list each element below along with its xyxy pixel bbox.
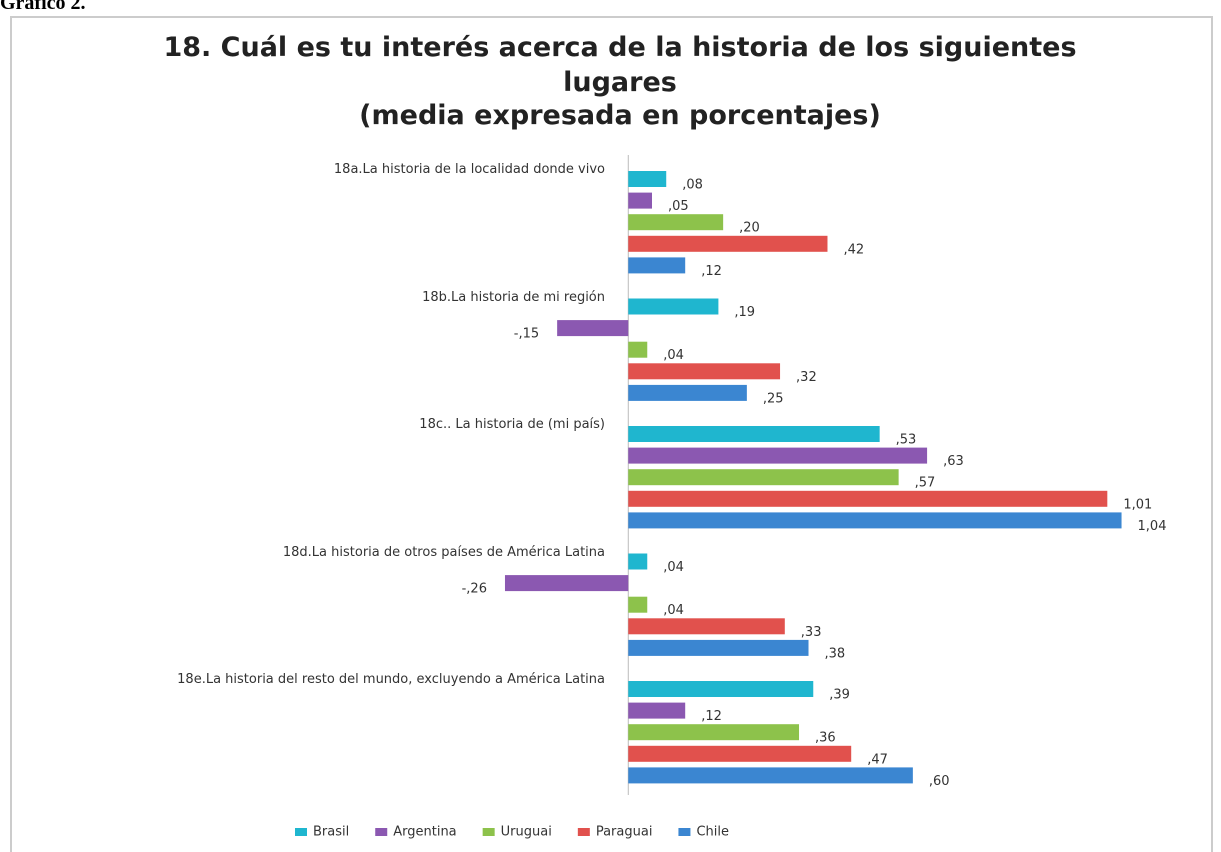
value-label: ,04 <box>663 603 684 618</box>
bar <box>628 171 667 187</box>
legend-swatch <box>375 828 388 836</box>
legend-swatch <box>482 828 495 836</box>
value-label: 1,04 <box>1138 519 1167 534</box>
category-label: 18e.La historia del resto del mundo, exc… <box>177 672 605 687</box>
value-label: ,57 <box>915 476 936 491</box>
bar <box>628 745 852 762</box>
value-label: ,39 <box>829 688 850 703</box>
bar <box>628 235 828 252</box>
bar <box>628 490 1108 507</box>
category-label: 18b.La historia de mi región <box>422 289 605 305</box>
value-label: ,36 <box>815 731 836 746</box>
value-label: ,12 <box>701 709 722 724</box>
value-label: ,63 <box>943 454 964 469</box>
bar <box>628 681 814 697</box>
legend-label: Brasil <box>313 825 349 840</box>
value-label: ,08 <box>682 178 703 193</box>
value-label: ,42 <box>843 242 864 257</box>
value-label: ,19 <box>734 305 755 320</box>
chart-subtitle: (media expresada en porcentajes) <box>359 100 881 131</box>
bar <box>628 363 781 380</box>
bar <box>628 447 928 464</box>
bar <box>628 512 1122 529</box>
bar <box>628 618 785 635</box>
value-label: -,26 <box>462 582 487 597</box>
value-label: ,20 <box>739 221 760 236</box>
value-label: ,12 <box>701 264 722 279</box>
value-label: ,05 <box>668 199 689 214</box>
value-label: 1,01 <box>1123 497 1152 512</box>
legend-label: Paraguai <box>596 825 653 840</box>
value-label: ,53 <box>896 433 917 448</box>
legend-label: Chile <box>696 825 729 840</box>
value-label: ,04 <box>663 348 684 363</box>
bar <box>628 702 686 719</box>
legend-label: Uruguai <box>501 825 552 840</box>
legend-swatch <box>295 828 307 836</box>
value-label: ,32 <box>796 370 817 385</box>
legend-label: Argentina <box>393 825 456 840</box>
bar <box>628 767 913 784</box>
category-label: 18a.La historia de la localidad donde vi… <box>333 162 605 177</box>
bar <box>628 553 648 570</box>
bar <box>628 426 880 442</box>
bar <box>628 298 719 315</box>
bar <box>628 214 724 231</box>
bar <box>628 469 899 486</box>
value-label: ,47 <box>867 752 888 767</box>
bar <box>628 341 648 358</box>
chart-frame <box>10 16 1213 852</box>
category-label: 18d.La historia de otros países de Améri… <box>282 544 605 560</box>
chart-title: 18. Cuál es tu interés acerca de la hist… <box>163 32 1077 98</box>
bar <box>628 192 652 209</box>
value-label: ,33 <box>801 625 822 640</box>
value-label: ,25 <box>763 391 784 406</box>
value-label: -,15 <box>514 327 539 342</box>
bar <box>628 724 800 741</box>
bar <box>628 596 648 613</box>
caption: Gráfico 2. <box>0 0 86 14</box>
value-label: ,60 <box>929 774 950 789</box>
value-label: ,04 <box>663 560 684 575</box>
category-label: 18c.. La historia de (mi país) <box>419 417 605 432</box>
bar <box>628 384 747 401</box>
bar <box>504 575 629 592</box>
bar <box>628 257 686 274</box>
legend-swatch <box>577 828 590 836</box>
bar <box>628 639 809 656</box>
bar <box>557 320 629 337</box>
legend-swatch <box>678 828 691 836</box>
value-label: ,38 <box>825 646 846 661</box>
